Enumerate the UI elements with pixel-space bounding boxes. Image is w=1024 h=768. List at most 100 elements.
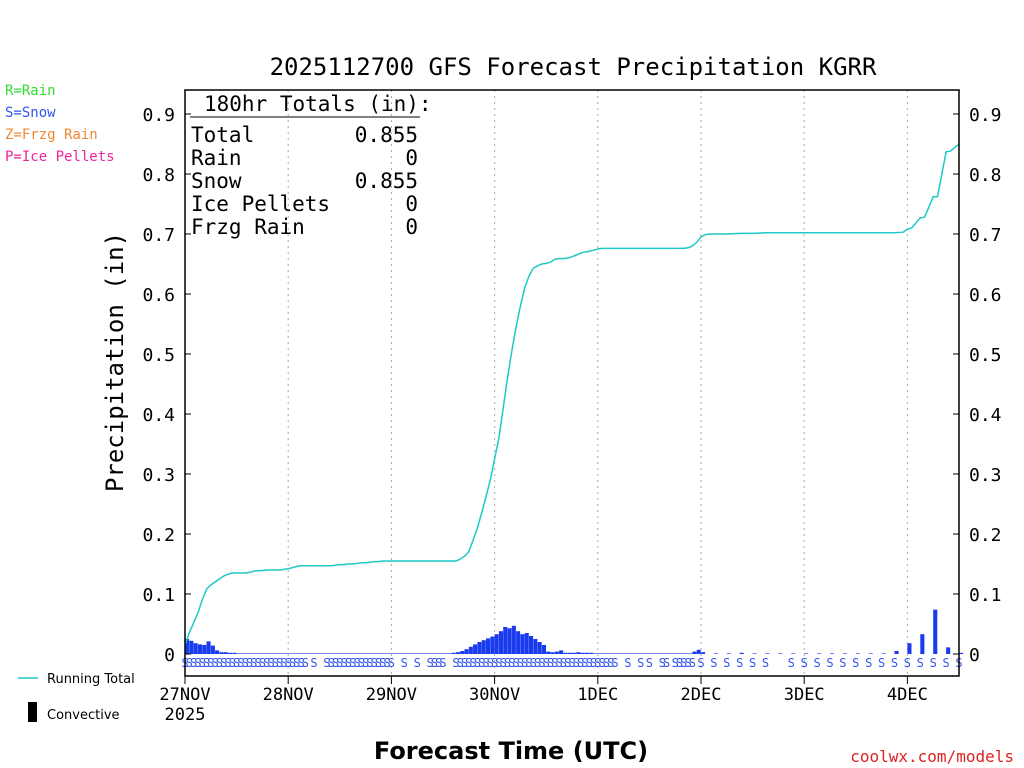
snow-marker: S: [237, 656, 244, 670]
x-tick-label: 2DEC: [681, 685, 722, 705]
snow-marker: S: [267, 656, 274, 670]
convective-bar: [352, 653, 357, 654]
convective-bar: [215, 650, 220, 654]
convective-bar: [619, 653, 624, 654]
convective-bar: [653, 653, 658, 654]
convective-bar: [580, 652, 585, 654]
convective-bar: [275, 653, 280, 654]
snow-marker: S: [431, 656, 438, 670]
snow-marker: S: [723, 656, 730, 670]
snow-marker: S: [310, 656, 317, 670]
convective-bar: [245, 653, 250, 654]
convective-bars: [185, 609, 964, 654]
convective-bar: [339, 653, 344, 654]
totals-row-label: Total: [191, 123, 254, 147]
convective-bar: [946, 647, 951, 654]
snow-marker: S: [839, 656, 846, 670]
snow-marker: S: [663, 656, 670, 670]
convective-bar: [296, 653, 301, 654]
convective-bar: [855, 653, 860, 654]
convective-bar: [477, 642, 482, 654]
snow-marker: S: [250, 656, 257, 670]
snow-marker: S: [684, 656, 691, 670]
series-legend: Running Total Convective: [18, 672, 135, 723]
ptype-legend-item: R=Rain: [5, 83, 56, 99]
convective-bar: [507, 628, 512, 654]
snow-marker: S: [220, 656, 227, 670]
totals-row-label: Frzg Rain: [191, 215, 305, 239]
y-axis-left: 0 0.1 0.2 0.3 0.4 0.5 0.6 0.7 0.8 0.9: [142, 105, 191, 666]
y-tick-label-left: 0.3: [142, 465, 175, 486]
convective-bar: [292, 653, 297, 654]
snow-marker: S: [207, 656, 214, 670]
convective-bar: [520, 634, 525, 654]
y-tick-label-right: 0.5: [969, 345, 1002, 366]
convective-bar: [830, 653, 835, 654]
convective-bar: [546, 651, 551, 654]
convective-bar: [563, 652, 568, 654]
convective-bar: [713, 653, 718, 654]
totals-table: 180hr Totals (in): Total 0.855 Rain 0 Snow 0.…: [190, 92, 432, 239]
totals-row-label: Ice Pellets: [191, 192, 330, 216]
snow-marker: S: [749, 656, 756, 670]
snow-marker: S: [233, 656, 240, 670]
snow-marker: S: [573, 656, 580, 670]
y-tick-label-right: 0.3: [969, 465, 1002, 486]
snow-marker: S: [297, 656, 304, 670]
convective-bar: [959, 652, 964, 654]
credit-text: coolwx.com/models: [850, 747, 1014, 766]
y-tick-label-left: 0.6: [142, 285, 175, 306]
snow-marker: S: [242, 656, 249, 670]
snow-marker: S: [586, 656, 593, 670]
convective-bar: [232, 652, 237, 654]
convective-bar: [378, 653, 383, 654]
convective-bar: [606, 653, 611, 654]
plot-frame: [184, 89, 960, 677]
snow-marker: S: [280, 656, 287, 670]
convective-bar: [262, 653, 267, 654]
convective-bar: [701, 652, 706, 654]
convective-bar: [460, 651, 465, 654]
snow-marker: S: [555, 656, 562, 670]
x-tick-label: 27NOV: [159, 685, 210, 705]
convective-bar: [739, 652, 744, 654]
convective-bar: [395, 653, 400, 654]
convective-bar: [498, 631, 503, 654]
snow-marker: S: [293, 656, 300, 670]
snow-marker: S: [801, 656, 808, 670]
convective-bar: [249, 653, 254, 654]
y-tick-label-right: 0.9: [969, 105, 1002, 126]
convective-bar: [400, 653, 405, 654]
convective-bar: [266, 653, 271, 654]
convective-bar: [382, 653, 387, 654]
snow-marker: S: [710, 656, 717, 670]
y-tick-label-left: 0.1: [142, 585, 175, 606]
convective-bar: [322, 653, 327, 654]
convective-bar: [632, 653, 637, 654]
running-total-line: [184, 143, 960, 646]
snow-marker: S: [272, 656, 279, 670]
convective-bar: [193, 643, 198, 654]
snow-marker: S: [465, 656, 472, 670]
snow-marker: S: [697, 656, 704, 670]
snow-marker: S: [521, 656, 528, 670]
convective-bar: [335, 653, 340, 654]
snow-marker: S: [203, 656, 210, 670]
convective-bar: [559, 650, 564, 654]
convective-bar: [572, 652, 577, 654]
snow-marker: S: [190, 656, 197, 670]
convective-bar: [881, 653, 886, 654]
convective-bar: [240, 653, 245, 654]
snow-marker: S: [379, 656, 386, 670]
snow-marker: S: [676, 656, 683, 670]
convective-bar: [210, 645, 215, 654]
convective-bar: [223, 652, 228, 654]
convective-bar: [503, 627, 508, 654]
snow-marker: S: [426, 656, 433, 670]
convective-bar: [331, 653, 336, 654]
convective-bar: [279, 653, 284, 654]
convective-bar: [464, 649, 469, 654]
ptype-legend-item: S=Snow: [5, 105, 56, 121]
convective-bar: [516, 631, 521, 654]
snow-marker: S: [611, 656, 618, 670]
